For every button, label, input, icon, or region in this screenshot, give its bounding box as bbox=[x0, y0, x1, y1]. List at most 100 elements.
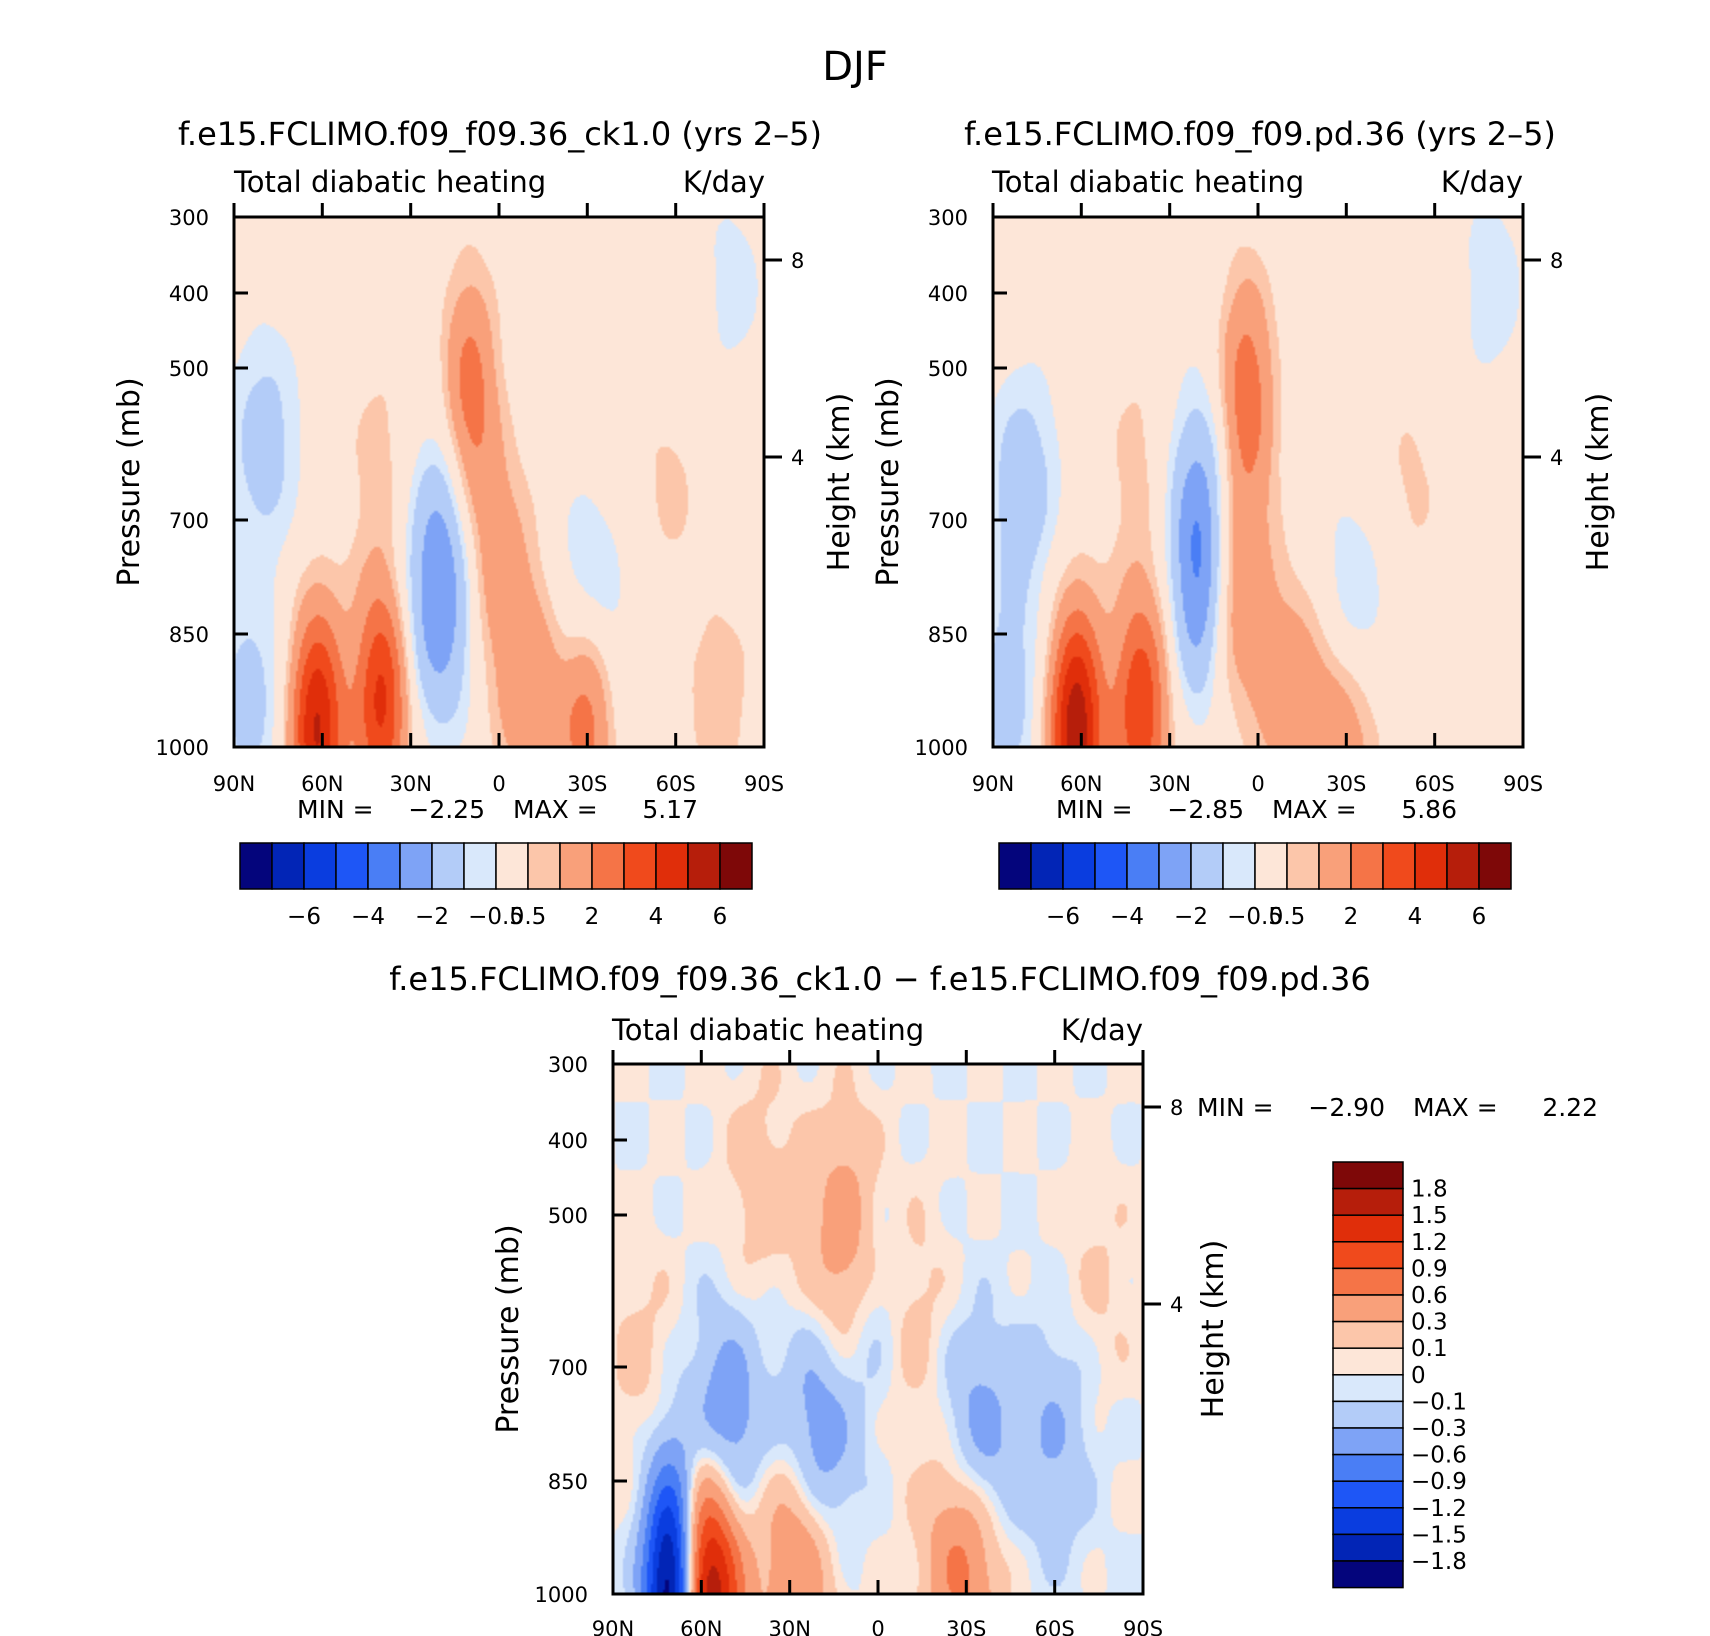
x-tick-mark: 0 bbox=[871, 1050, 885, 1636]
y-tick-label: 1000 bbox=[915, 736, 968, 760]
panel-3-stats: MIN = −2.90 MAX = 2.22 bbox=[1197, 1093, 1598, 1122]
colorbar-label: −0.1 bbox=[1411, 1389, 1467, 1415]
y-tick-mark: 500 bbox=[548, 1204, 627, 1228]
panel-2-heatmap-image bbox=[993, 217, 1523, 747]
y-tick-label: 300 bbox=[548, 1053, 588, 1077]
colorbar-swatch bbox=[1332, 1320, 1404, 1349]
colorbar-swatch bbox=[1254, 842, 1288, 890]
panel-1-plot-area: 90N 60N 30N 0 30S 60S 90S 300 400 500 70… bbox=[112, 203, 857, 824]
panel-2-min-label: MIN = bbox=[1056, 795, 1133, 824]
panel-3-x-ticks: 90N 60N 30N 0 30S 60S 90S bbox=[592, 1050, 1163, 1636]
y-tick-mark: 1000 bbox=[156, 736, 248, 760]
y-tick-label: 1000 bbox=[156, 736, 209, 760]
panel-2-plot-area: 90N 60N 30N 0 30S 60S 90S 300 400 500 70… bbox=[871, 203, 1616, 824]
panel-1-subtitle-right: K/day bbox=[683, 165, 765, 199]
x-tick-mark: 90S bbox=[1123, 1050, 1163, 1636]
y2-tick-mark: 8 bbox=[1143, 1096, 1183, 1120]
x-tick-label: 0 bbox=[871, 1617, 884, 1636]
colorbar-swatch bbox=[591, 842, 625, 890]
x-tick-mark: 60S bbox=[1035, 1050, 1075, 1636]
colorbar-label: −0.9 bbox=[1411, 1469, 1467, 1495]
panel-3-subtitle-left: Total diabatic heating bbox=[611, 1013, 924, 1047]
panel-1-min-label: MIN = bbox=[297, 795, 374, 824]
colorbar-label: 6 bbox=[1472, 904, 1487, 930]
x-tick-label: 30N bbox=[768, 1617, 810, 1636]
x-tick-label: 60S bbox=[1415, 772, 1455, 796]
panel-3-heatmap bbox=[613, 1064, 1143, 1594]
panel-3-y2-ticks: 8 4 bbox=[1143, 1096, 1183, 1317]
colorbar-swatch bbox=[998, 842, 1032, 890]
y-tick-label: 300 bbox=[928, 206, 968, 230]
colorbar-swatch bbox=[1062, 842, 1096, 890]
colorbar-label: 1.5 bbox=[1411, 1203, 1448, 1229]
colorbar-label: 0 bbox=[1411, 1363, 1426, 1389]
y-tick-mark: 300 bbox=[928, 206, 1007, 230]
y2-tick-label: 4 bbox=[791, 446, 804, 470]
x-tick-label: 30S bbox=[1326, 772, 1366, 796]
colorbar-label: 0.9 bbox=[1411, 1256, 1448, 1282]
colorbar-swatch bbox=[1222, 842, 1256, 890]
colorbar-swatch bbox=[463, 842, 497, 890]
colorbar-swatch bbox=[1332, 1187, 1404, 1216]
y2-tick-label: 4 bbox=[1170, 1293, 1183, 1317]
panel-3-title: f.e15.FCLIMO.f09_f09.36_ck1.0 − f.e15.FC… bbox=[389, 960, 1370, 998]
panel-1-y-ticks: 300 400 500 700 850 1000 bbox=[156, 206, 248, 760]
x-tick-label: 0 bbox=[492, 772, 505, 796]
y-tick-mark: 850 bbox=[928, 623, 1007, 647]
colorbar-swatch bbox=[1332, 1374, 1404, 1403]
colorbar-swatch bbox=[1332, 1400, 1404, 1429]
panel-2-max-label: MAX = bbox=[1272, 795, 1357, 824]
panel-1-y-axis-label: Pressure (mb) bbox=[112, 377, 147, 586]
x-tick-mark: 90S bbox=[1503, 203, 1543, 796]
y-tick-mark: 700 bbox=[928, 509, 1007, 533]
y-tick-label: 850 bbox=[169, 623, 209, 647]
x-tick-label: 90N bbox=[213, 772, 255, 796]
y-tick-label: 500 bbox=[169, 357, 209, 381]
y-tick-label: 500 bbox=[928, 357, 968, 381]
y-tick-label: 850 bbox=[928, 623, 968, 647]
y-tick-mark: 700 bbox=[548, 1356, 627, 1380]
x-tick-mark: 90N bbox=[213, 203, 255, 796]
colorbar-label: −1.8 bbox=[1411, 1549, 1467, 1575]
y-tick-mark: 1000 bbox=[915, 736, 1007, 760]
x-tick-mark: 30S bbox=[1326, 203, 1366, 796]
colorbar-swatch bbox=[1332, 1560, 1404, 1589]
colorbar-swatch bbox=[1414, 842, 1448, 890]
y-tick-mark: 300 bbox=[548, 1053, 627, 1077]
colorbar-swatch bbox=[1158, 842, 1192, 890]
panel-3-max-value: 2.22 bbox=[1542, 1093, 1598, 1122]
panel-1-stats: MIN = −2.25 MAX = 5.17 bbox=[297, 795, 698, 824]
colorbar-swatch bbox=[1350, 842, 1384, 890]
colorbar-label: 0.5 bbox=[510, 904, 547, 930]
colorbar-swatch bbox=[1332, 1427, 1404, 1456]
panel-2-min-value: −2.85 bbox=[1167, 795, 1244, 824]
colorbar-swatch bbox=[495, 842, 529, 890]
colorbar-swatch bbox=[1478, 842, 1512, 890]
colorbar-swatch bbox=[1332, 1480, 1404, 1509]
colorbar-swatch bbox=[1446, 842, 1480, 890]
panel-2-y-ticks: 300 400 500 700 850 1000 bbox=[915, 206, 1007, 760]
panel-3-min-label: MIN = bbox=[1197, 1093, 1274, 1122]
colorbar-swatch bbox=[1332, 1507, 1404, 1536]
y-tick-mark: 1000 bbox=[535, 1583, 627, 1607]
y-tick-label: 400 bbox=[928, 282, 968, 306]
colorbar-label: −6 bbox=[287, 904, 321, 930]
y-tick-label: 1000 bbox=[535, 1583, 588, 1607]
x-tick-mark: 0 bbox=[492, 203, 506, 796]
y-tick-label: 500 bbox=[548, 1204, 588, 1228]
colorbar-swatch bbox=[1094, 842, 1128, 890]
y-tick-mark: 500 bbox=[928, 357, 1007, 381]
panel-2-x-ticks: 90N 60N 30N 0 30S 60S 90S bbox=[972, 203, 1543, 796]
panel-1-min-value: −2.25 bbox=[408, 795, 485, 824]
colorbar-swatch bbox=[623, 842, 657, 890]
y2-tick-label: 8 bbox=[791, 249, 804, 273]
x-tick-mark: 60S bbox=[1415, 203, 1455, 796]
colorbar-label: −4 bbox=[1110, 904, 1144, 930]
x-tick-label: 0 bbox=[1251, 772, 1264, 796]
colorbar-swatch bbox=[271, 842, 305, 890]
x-tick-mark: 60S bbox=[656, 203, 696, 796]
panel-1-subtitle-left: Total diabatic heating bbox=[233, 165, 546, 199]
panel-2-stats: MIN = −2.85 MAX = 5.86 bbox=[1056, 795, 1457, 824]
panel-3-max-label: MAX = bbox=[1413, 1093, 1498, 1122]
y-tick-mark: 300 bbox=[169, 206, 248, 230]
